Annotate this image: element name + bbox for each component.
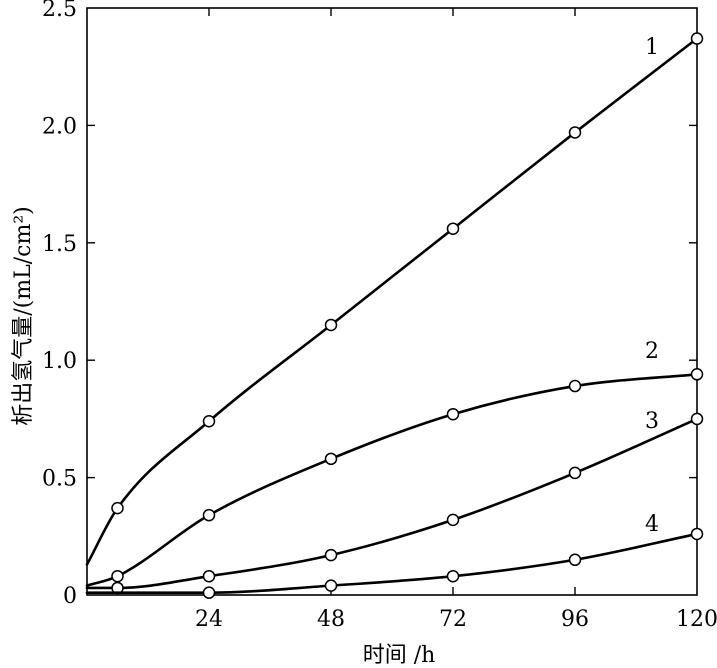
x-tick-label: 96 — [561, 607, 589, 632]
series-3-point — [690, 412, 704, 426]
series-1-point — [446, 222, 460, 235]
series-3-point — [446, 513, 460, 527]
y-tick-label: 1.5 — [42, 232, 77, 257]
x-tick-label: 48 — [317, 607, 345, 632]
series-2-point — [111, 569, 124, 583]
series-4-point — [690, 527, 704, 541]
series-1: 1 — [85, 32, 704, 566]
series-2-point — [324, 452, 338, 466]
series-2-label: 2 — [645, 339, 659, 364]
series-4: 4 — [85, 512, 704, 599]
series-3-label: 3 — [645, 409, 659, 434]
plot-border — [86, 7, 698, 596]
y-tick-label: 2.0 — [42, 114, 77, 139]
plot-frame — [86, 7, 698, 596]
series-2: 2 — [85, 339, 704, 587]
series-1-line — [85, 37, 699, 566]
series-4-label: 4 — [645, 512, 659, 537]
series-4-line — [85, 532, 699, 594]
series-3-point — [568, 466, 582, 480]
series-4-point — [446, 569, 460, 583]
series-4-point — [324, 579, 338, 592]
x-axis-title: 时间 /h — [363, 643, 436, 668]
x-tick-label: 24 — [195, 607, 223, 632]
y-tick-label: 0 — [63, 584, 77, 609]
series-1-label: 1 — [645, 35, 659, 60]
series-2-point — [690, 368, 704, 381]
y-axis-title: 析出氢气量/(mL/cm²) — [11, 206, 36, 425]
series-3-line — [85, 417, 699, 590]
series-3-point — [202, 569, 216, 583]
series-group: 1 2 3 4 — [85, 32, 704, 599]
series-2-point — [568, 379, 582, 393]
series-1-point — [111, 501, 124, 515]
series-4-point — [568, 553, 582, 567]
axis-ticks: 00.51.01.52.02.524 48 72 96 120 — [42, 0, 717, 632]
series-3-point — [324, 548, 338, 562]
x-tick-label: 72 — [439, 607, 467, 632]
y-tick-label: 0.5 — [42, 467, 77, 492]
y-tick-label: 1.0 — [42, 349, 77, 374]
series-2-point — [202, 508, 216, 522]
series-2-point — [446, 407, 460, 421]
series-1-point — [202, 414, 216, 428]
series-1-point — [324, 318, 338, 332]
x-tick-label: 120 — [676, 607, 717, 632]
series-1-point — [690, 32, 704, 45]
series-3: 3 — [85, 409, 704, 595]
y-tick-label: 2.5 — [42, 0, 77, 22]
series-1-point — [568, 126, 582, 139]
series-4-point — [202, 586, 216, 599]
